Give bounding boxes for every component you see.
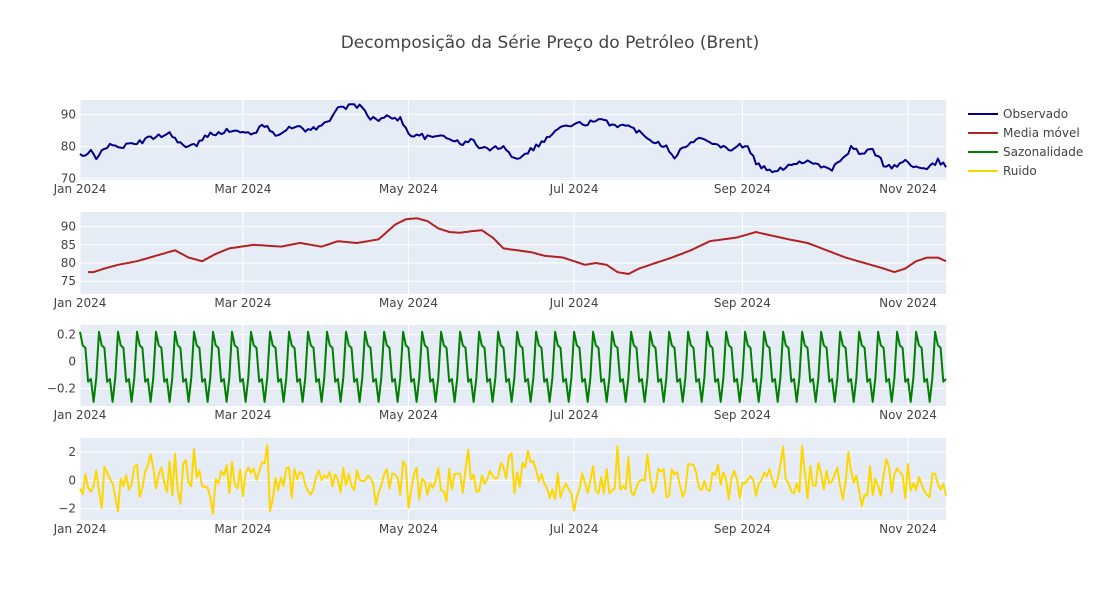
legend: Observado Media móvel Sazonalidade Ruido — [968, 107, 1083, 178]
y-tick-label: 75 — [61, 274, 76, 288]
panel-1: Jan 2024 Mar 2024 May 2024 Jul 2024 Sep 2024… — [53, 100, 947, 196]
series-line-1 — [79, 103, 947, 174]
legend-label: Observado — [1003, 107, 1068, 121]
x-tick-label: Nov 2024 — [879, 296, 937, 310]
x-tick-label: Sep 2024 — [714, 182, 771, 196]
series-line-3 — [79, 330, 947, 403]
y-tick-label: 80 — [61, 139, 76, 153]
x-tick-label: Jul 2024 — [549, 296, 599, 310]
x-tick-label: May 2024 — [379, 182, 438, 196]
legend-item[interactable]: Ruido — [968, 164, 1037, 178]
legend-item[interactable]: Media móvel — [968, 126, 1080, 140]
y-tick-label: −2 — [58, 502, 76, 516]
x-tick-label: Jan 2024 — [53, 408, 107, 422]
y-tick-label: 80 — [61, 256, 76, 270]
plot-background — [80, 100, 946, 180]
x-tick-label: Mar 2024 — [214, 522, 271, 536]
plot-background — [80, 212, 946, 294]
x-tick-label: May 2024 — [379, 522, 438, 536]
y-tick-label: 2 — [68, 445, 76, 459]
x-tick-label: Jul 2024 — [549, 182, 599, 196]
legend-item[interactable]: Sazonalidade — [968, 145, 1083, 159]
x-tick-label: Jan 2024 — [53, 522, 107, 536]
y-tick-label: −0.2 — [47, 381, 76, 395]
panel-2: Jan 2024 Mar 2024 May 2024 Jul 2024 Sep 2024… — [53, 212, 947, 310]
x-tick-label: Mar 2024 — [214, 296, 271, 310]
x-tick-label: May 2024 — [379, 408, 438, 422]
legend-label: Media móvel — [1003, 126, 1080, 140]
y-tick-label: 90 — [61, 220, 76, 234]
x-tick-label: Mar 2024 — [214, 408, 271, 422]
x-tick-label: Jan 2024 — [53, 296, 107, 310]
chart-title: Decomposição da Série Preço do Petróleo … — [340, 33, 760, 53]
legend-label: Sazonalidade — [1003, 145, 1083, 159]
x-tick-label: Jul 2024 — [549, 522, 599, 536]
panels-layer: Jan 2024 Mar 2024 May 2024 Jul 2024 Sep 2024… — [47, 100, 947, 536]
x-tick-label: Mar 2024 — [214, 182, 271, 196]
panel-3: Jan 2024 Mar 2024 May 2024 Jul 2024 Sep 2024… — [47, 325, 947, 422]
y-tick-label: 0 — [68, 473, 76, 487]
y-tick-label: 70 — [61, 171, 76, 185]
x-tick-label: Nov 2024 — [879, 408, 937, 422]
x-tick-label: Nov 2024 — [879, 522, 937, 536]
panel-4: Jan 2024 Mar 2024 May 2024 Jul 2024 Sep 2024… — [53, 438, 947, 536]
x-tick-label: Nov 2024 — [879, 182, 937, 196]
series-line-4 — [79, 444, 947, 515]
x-tick-label: Jan 2024 — [53, 182, 107, 196]
y-tick-label: 0 — [68, 354, 76, 368]
x-tick-label: Sep 2024 — [714, 408, 771, 422]
legend-item[interactable]: Observado — [968, 107, 1068, 121]
y-tick-label: 90 — [61, 107, 76, 121]
x-tick-label: Jul 2024 — [549, 408, 599, 422]
x-tick-label: Sep 2024 — [714, 296, 771, 310]
x-tick-label: May 2024 — [379, 296, 438, 310]
series-line-2 — [88, 217, 947, 275]
y-tick-label: 0.2 — [57, 327, 76, 341]
y-tick-label: 85 — [61, 238, 76, 252]
x-tick-label: Sep 2024 — [714, 522, 771, 536]
legend-label: Ruido — [1003, 164, 1037, 178]
